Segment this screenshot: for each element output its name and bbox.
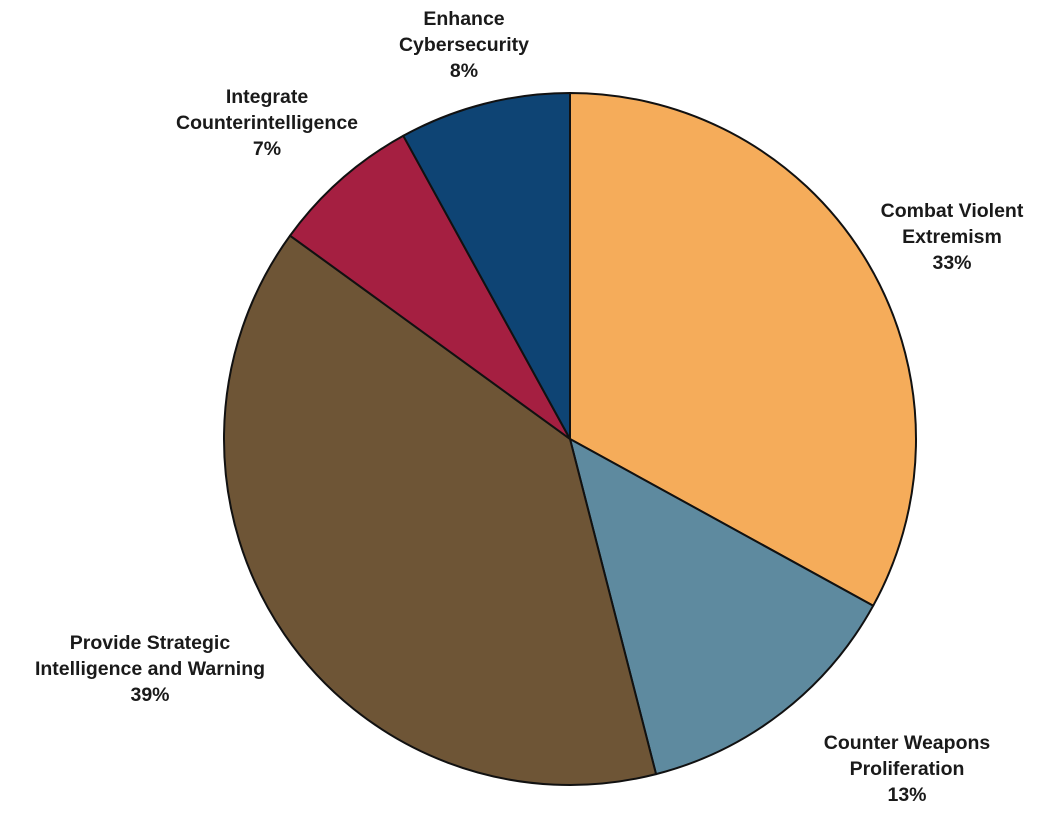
slice-category-label: Combat Violent bbox=[881, 200, 1024, 222]
slice-category-label: Extremism bbox=[902, 226, 1002, 248]
labels-layer: Combat Violent Extremism 33% Counter Weapon… bbox=[35, 8, 1024, 806]
slice-category-label: Counter Weapons bbox=[824, 732, 991, 754]
pie-slice-integrate-counterintelligence bbox=[289, 134, 571, 440]
slice-label-combat-violent-extremism: Combat Violent Extremism 33% bbox=[881, 200, 1024, 274]
slice-value-label: 39% bbox=[130, 684, 169, 706]
slice-label-counter-weapons-proliferation: Counter Weapons Proliferation 13% bbox=[824, 732, 991, 806]
slice-label-integrate-counterintelligence: Integrate Counterintelligence 7% bbox=[176, 86, 358, 160]
slice-value-label: 8% bbox=[450, 60, 478, 82]
slice-category-label: Cybersecurity bbox=[399, 34, 529, 56]
slice-value-label: 13% bbox=[887, 784, 926, 806]
slice-category-label: Enhance bbox=[423, 8, 504, 30]
slice-category-label: Proliferation bbox=[850, 758, 965, 780]
pie-slice-counter-weapons-proliferation bbox=[569, 438, 875, 776]
slice-category-label: Intelligence and Warning bbox=[35, 658, 265, 680]
slices-layer bbox=[223, 92, 917, 786]
slice-value-label: 7% bbox=[253, 138, 281, 160]
slice-category-label: Counterintelligence bbox=[176, 112, 358, 134]
slice-label-provide-strategic-intelligence-and-warning: Provide Strategic Intelligence and Warnin… bbox=[35, 632, 265, 706]
pie-slice-combat-violent-extremism bbox=[569, 92, 917, 607]
slice-category-label: Provide Strategic bbox=[70, 632, 231, 654]
slice-label-enhance-cybersecurity: Enhance Cybersecurity 8% bbox=[399, 8, 529, 82]
slice-category-label: Integrate bbox=[226, 86, 309, 108]
slice-value-label: 33% bbox=[932, 252, 971, 274]
pie-slice-enhance-cybersecurity bbox=[402, 92, 571, 440]
pie-slice-provide-strategic-intelligence-and-warning bbox=[223, 234, 658, 786]
